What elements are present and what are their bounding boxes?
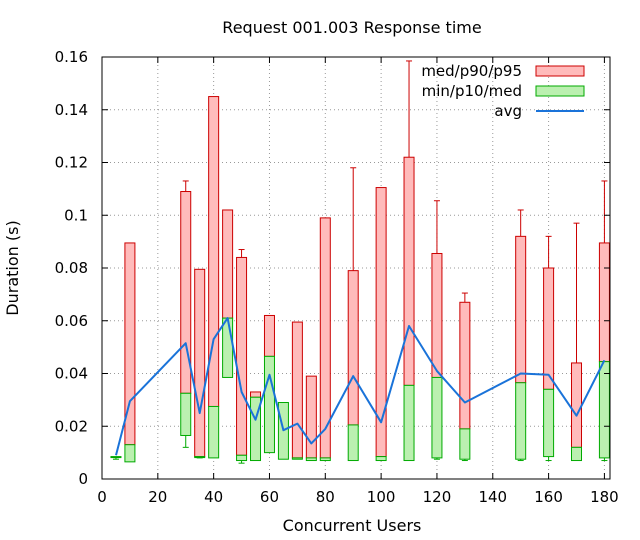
p90-box xyxy=(222,209,234,319)
p10-box xyxy=(515,382,527,460)
p10-box xyxy=(598,361,610,459)
legend-label: avg xyxy=(494,102,522,120)
y-tick-label: 0.08 xyxy=(55,259,88,277)
data-point-110 xyxy=(403,60,415,462)
data-point-60 xyxy=(263,314,275,454)
data-point-45 xyxy=(222,209,234,378)
legend-item-2: avg xyxy=(494,102,584,120)
box-series xyxy=(110,60,610,464)
p10-box xyxy=(250,396,262,462)
p90-box xyxy=(291,321,303,459)
p90-box xyxy=(305,375,317,459)
chart-title: Request 001.003 Response time xyxy=(222,18,481,37)
x-tick-label: 120 xyxy=(423,488,452,506)
x-tick-label: 20 xyxy=(148,488,167,506)
data-point-30 xyxy=(180,180,192,448)
data-point-150 xyxy=(515,209,527,462)
p10-box xyxy=(459,428,471,460)
x-tick-label: 60 xyxy=(260,488,279,506)
p10-box xyxy=(236,454,248,462)
p90-box xyxy=(515,235,527,384)
p10-box xyxy=(543,388,555,458)
p90-box xyxy=(194,268,206,458)
data-point-5 xyxy=(110,456,122,460)
data-point-50 xyxy=(236,249,248,464)
data-point-40 xyxy=(208,96,220,459)
legend-swatch xyxy=(535,85,585,97)
y-tick-label: 0.02 xyxy=(55,417,88,435)
x-tick-label: 140 xyxy=(478,488,507,506)
p90-box xyxy=(347,270,359,426)
data-point-90 xyxy=(347,167,359,462)
axes: 0 0.02 0.04 0.06 0.08 0.1 0.12 0.14 0.16 0 20 40 60 8… xyxy=(55,48,619,506)
data-point-35 xyxy=(194,268,206,459)
data-point-130 xyxy=(459,292,471,462)
p10-box xyxy=(431,376,443,459)
x-tick-label: 40 xyxy=(204,488,223,506)
y-tick-label: 0.1 xyxy=(64,206,88,224)
legend-label: med/p90/p95 xyxy=(421,62,522,80)
y-tick-label: 0.06 xyxy=(55,312,88,330)
legend-item-0: med/p90/p95 xyxy=(421,62,585,80)
data-point-75 xyxy=(305,375,317,462)
p90-box xyxy=(403,156,415,386)
p90-box xyxy=(431,252,443,378)
data-point-120 xyxy=(431,200,443,460)
p90-box xyxy=(543,267,555,390)
p90-box xyxy=(250,391,262,398)
data-point-170 xyxy=(571,222,583,462)
p10-box xyxy=(319,457,331,462)
p10-box xyxy=(403,384,415,462)
p10-box xyxy=(124,444,136,463)
data-point-70 xyxy=(291,321,303,460)
x-tick-label: 100 xyxy=(367,488,396,506)
p10-box xyxy=(180,392,192,436)
p10-box xyxy=(375,456,387,462)
p10-box xyxy=(347,424,359,462)
y-tick-label: 0.14 xyxy=(55,101,88,119)
data-point-160 xyxy=(543,235,555,462)
legend: med/p90/p95 min/p10/med avg xyxy=(421,62,585,120)
legend-label: min/p10/med xyxy=(422,82,522,100)
p90-box xyxy=(571,362,583,448)
y-tick-label: 0.12 xyxy=(55,154,88,172)
data-point-10 xyxy=(124,242,136,463)
p10-box xyxy=(194,456,206,459)
p10-box xyxy=(222,317,234,378)
p10-box xyxy=(110,456,122,459)
p10-box xyxy=(208,405,220,459)
avg-line xyxy=(115,317,606,456)
x-tick-label: 180 xyxy=(590,488,619,506)
y-axis-title: Duration (s) xyxy=(3,220,22,315)
p90-box xyxy=(598,242,610,363)
p90-box xyxy=(263,314,275,357)
p10-box xyxy=(305,457,317,462)
p90-box xyxy=(236,256,248,456)
data-point-80 xyxy=(319,217,331,462)
y-tick-label: 0.16 xyxy=(55,48,88,66)
avg-series xyxy=(115,317,606,456)
legend-item-1: min/p10/med xyxy=(422,82,585,100)
data-point-55 xyxy=(250,391,262,462)
p10-box xyxy=(291,457,303,460)
y-tick-label: 0 xyxy=(78,470,88,488)
x-axis-title: Concurrent Users xyxy=(283,516,422,535)
p90-box xyxy=(459,301,471,430)
data-point-100 xyxy=(375,187,387,462)
y-tick-label: 0.04 xyxy=(55,365,88,383)
p10-box xyxy=(263,355,275,454)
x-tick-label: 0 xyxy=(97,488,107,506)
legend-swatch xyxy=(535,65,585,77)
x-tick-label: 80 xyxy=(316,488,335,506)
x-tick-label: 160 xyxy=(534,488,563,506)
p10-box xyxy=(571,446,583,462)
